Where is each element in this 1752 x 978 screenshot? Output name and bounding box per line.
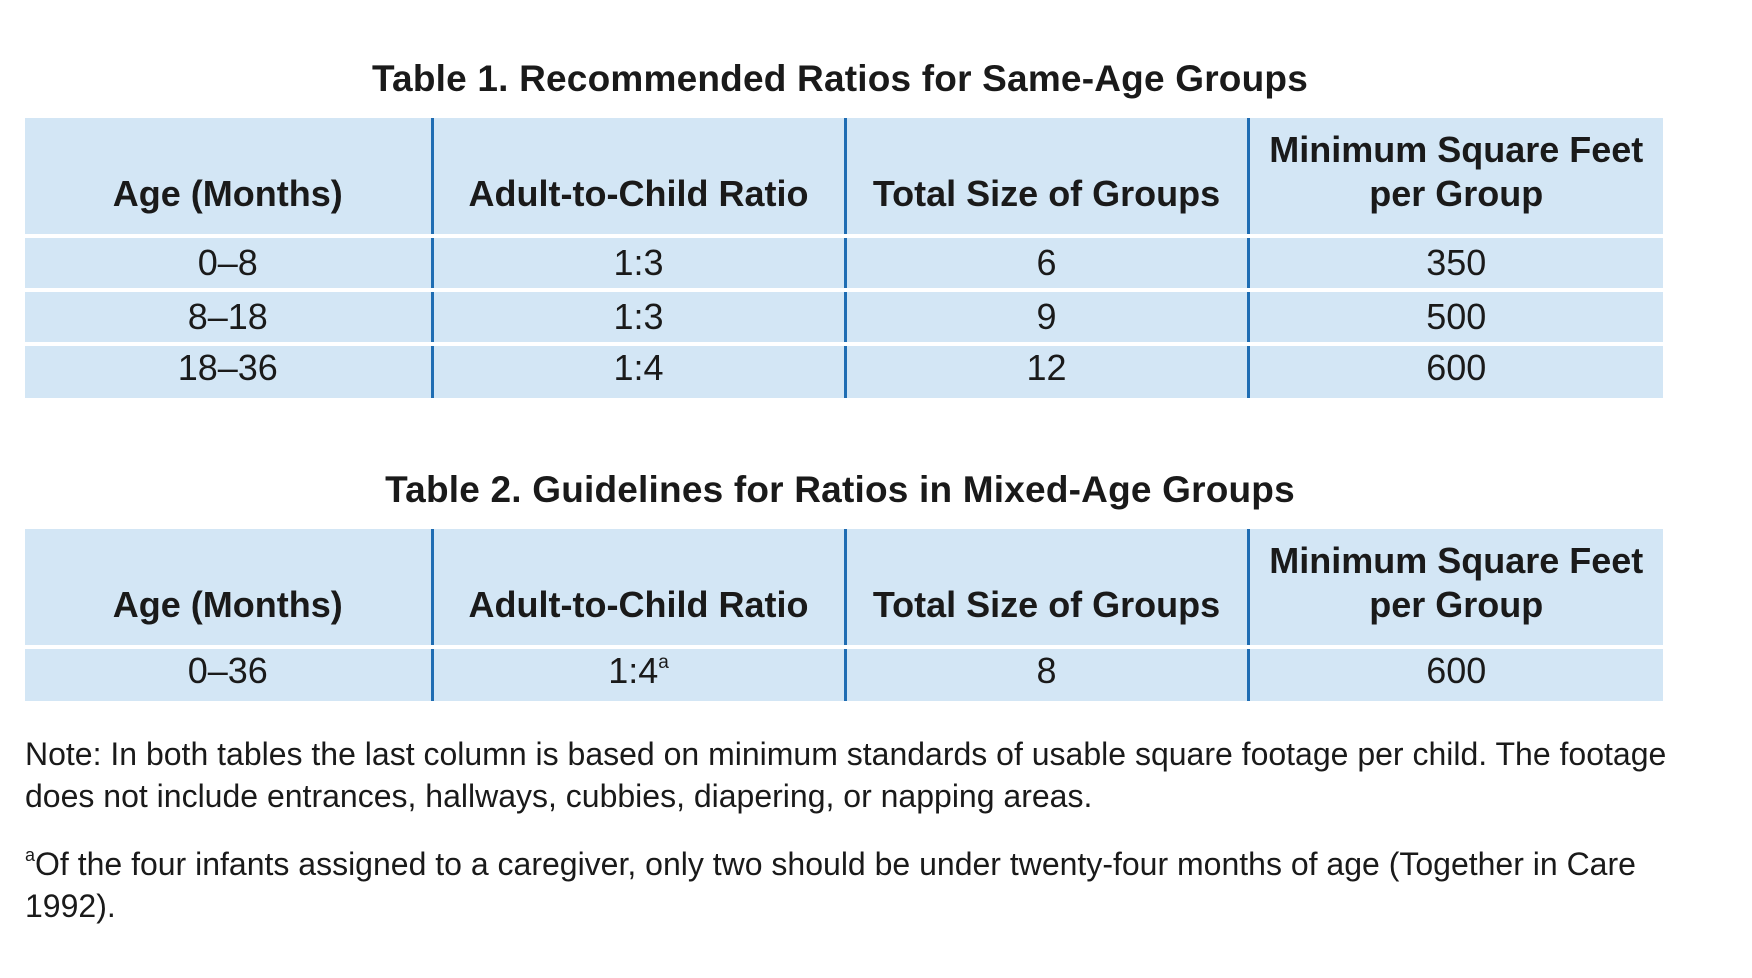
header-min-square-feet: Minimum Square Feet per Group — [1246, 529, 1663, 647]
header-adult-child-ratio: Adult-to-Child Ratio — [430, 529, 845, 647]
header-min-square-feet: Minimum Square Feet per Group — [1246, 118, 1663, 236]
table-1-same-age-ratios: Age (Months) Adult-to-Child Ratio Total … — [25, 118, 1663, 398]
ratio-value: 1:4 — [608, 650, 659, 691]
header-total-group-size: Total Size of Groups — [843, 118, 1248, 236]
cell-square-feet: 350 — [1246, 236, 1663, 290]
cell-age: 8–18 — [187, 296, 268, 337]
table-2-caption: Table 2. Guidelines for Ratios in Mixed-… — [385, 469, 1295, 510]
table-2-mixed-age-ratios: Age (Months) Adult-to-Child Ratio Total … — [25, 529, 1663, 701]
cell-ratio: 1:3 — [430, 290, 845, 344]
cell-age: 0–36 — [187, 650, 268, 691]
header-adult-child-ratio: Adult-to-Child Ratio — [430, 118, 845, 236]
cell-square-feet: 600 — [1246, 647, 1663, 701]
table-row: 18–36 1:4 12 600 — [25, 344, 1663, 398]
cell-group-size: 6 — [843, 236, 1248, 290]
cell-ratio: 1:3 — [430, 236, 845, 290]
table-header-row: Age (Months) Adult-to-Child Ratio Total … — [25, 118, 1663, 236]
table-row: 0–36 1:4a 8 600 — [25, 647, 1663, 701]
cell-group-size: 8 — [843, 647, 1248, 701]
cell-ratio: 1:4 — [430, 344, 845, 398]
header-age-months: Age (Months) — [112, 173, 343, 214]
table-note: Note: In both tables the last column is … — [25, 736, 1667, 814]
table-footnote: aOf the four infants assigned to a careg… — [25, 843, 1705, 927]
cell-square-feet: 600 — [1246, 344, 1663, 398]
cell-ratio: 1:4a — [430, 647, 845, 701]
footnote-text: Of the four infants assigned to a caregi… — [25, 846, 1636, 924]
table-1-caption: Table 1. Recommended Ratios for Same-Age… — [372, 58, 1308, 99]
cell-group-size: 9 — [843, 290, 1248, 344]
cell-age: 18–36 — [177, 347, 278, 388]
footnote-marker: a — [25, 845, 36, 865]
table-row: 8–18 1:3 9 500 — [25, 290, 1663, 344]
header-total-group-size: Total Size of Groups — [843, 529, 1248, 647]
cell-age: 0–8 — [197, 242, 258, 283]
header-age-months: Age (Months) — [112, 584, 343, 625]
cell-square-feet: 500 — [1246, 290, 1663, 344]
cell-group-size: 12 — [843, 344, 1248, 398]
table-header-row: Age (Months) Adult-to-Child Ratio Total … — [25, 529, 1663, 647]
table-row: 0–8 1:3 6 350 — [25, 236, 1663, 290]
footnote-marker: a — [658, 652, 669, 673]
